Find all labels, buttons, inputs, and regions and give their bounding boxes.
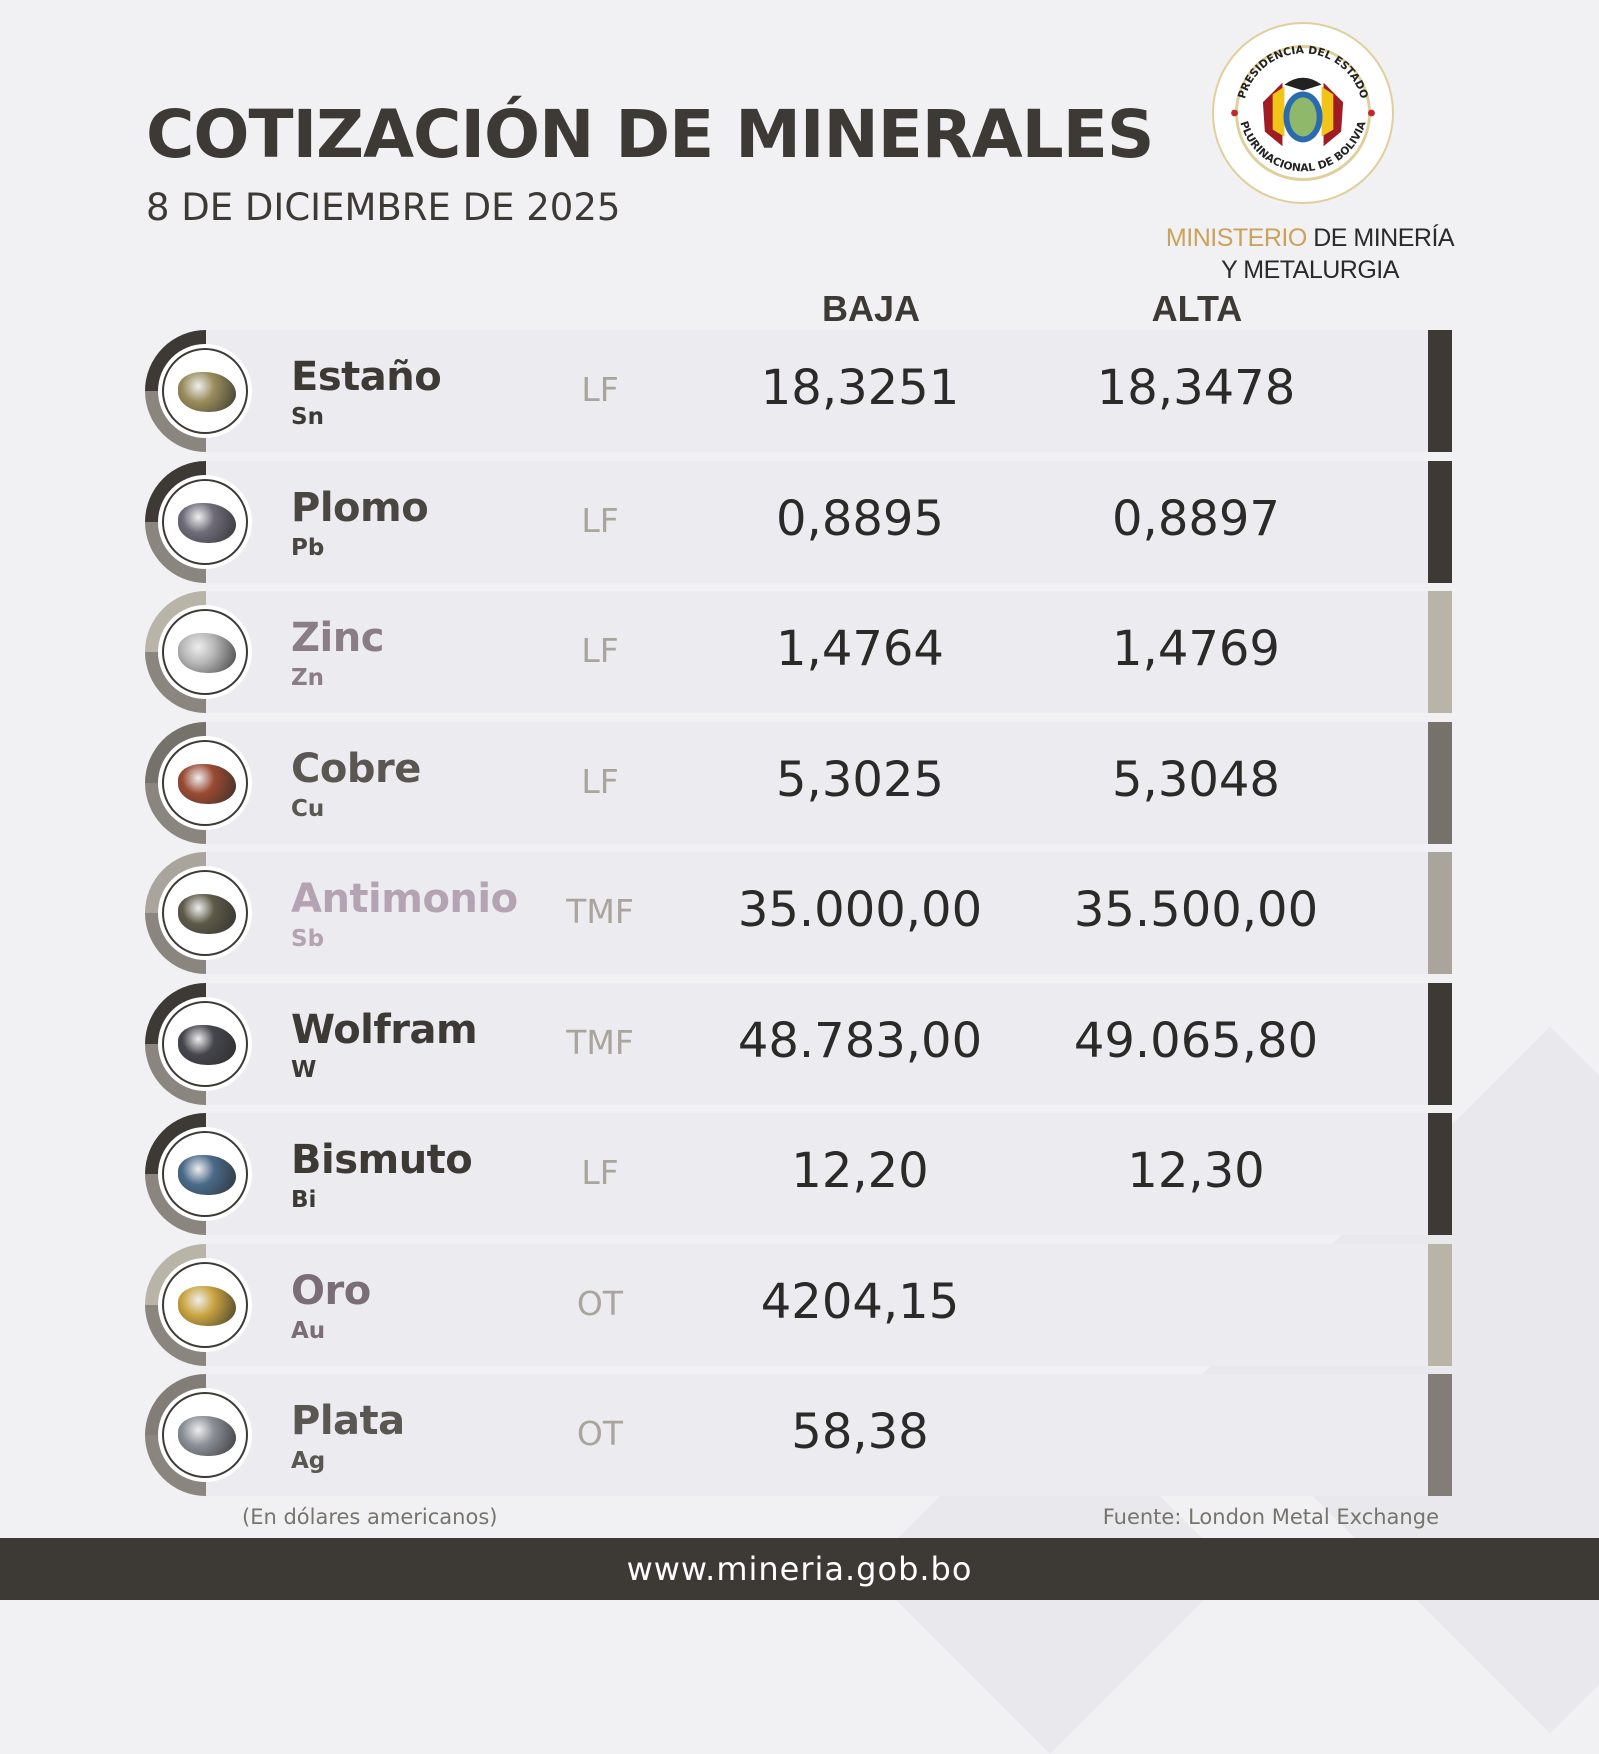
- price-high: 5,3048: [1112, 751, 1280, 808]
- row-accent-bar: [1428, 721, 1452, 844]
- mineral-name: Antimonio: [291, 876, 518, 922]
- row-accent-bar: [1428, 1243, 1452, 1366]
- price-high: 49.065,80: [1073, 1012, 1319, 1069]
- mineral-image: [162, 1261, 248, 1348]
- row-accent-bar: [1428, 1374, 1452, 1496]
- row-accent-bar: [1428, 591, 1452, 713]
- row-background: [206, 721, 1449, 844]
- price-low: 58,38: [791, 1404, 929, 1460]
- mineral-row: Antimonio Sb TMF 35.000,00 35.500,00: [0, 852, 1599, 974]
- mineral-image: [162, 1000, 248, 1087]
- price-high: 12,30: [1127, 1143, 1265, 1199]
- mineral-image: [162, 609, 248, 695]
- mineral-name: Estaño: [291, 354, 442, 400]
- mineral-row: Wolfram W TMF 48.783,00 49.065,80: [0, 982, 1599, 1105]
- mineral-name: Zinc: [291, 615, 384, 661]
- mineral-row: Oro Au OT 4204,15: [0, 1243, 1599, 1366]
- mineral-row: Estaño Sn LF 18,3251 18,3478: [0, 330, 1599, 452]
- row-background: [206, 982, 1449, 1105]
- row-background: [206, 1374, 1449, 1496]
- mineral-row: Plata Ag OT 58,38: [0, 1374, 1599, 1496]
- mineral-rock-icon: [178, 1155, 236, 1195]
- row-background: [206, 591, 1449, 713]
- ministry-logo-text: MINISTERIO DE MINERÍA Y METALURGIA: [1165, 224, 1455, 284]
- row-background: [206, 460, 1449, 583]
- mineral-name: Oro: [291, 1267, 371, 1314]
- row-accent-bar: [1428, 982, 1452, 1105]
- mineral-symbol: Cu: [291, 795, 325, 822]
- row-accent-bar: [1428, 852, 1452, 974]
- mineral-symbol: Au: [291, 1317, 326, 1344]
- price-low: 12,20: [791, 1143, 929, 1199]
- mineral-unit: LF: [581, 1153, 619, 1192]
- mineral-unit: TMF: [566, 892, 634, 931]
- mineral-row: Cobre Cu LF 5,3025 5,3048: [0, 721, 1599, 844]
- row-accent-bar: [1428, 460, 1452, 583]
- mineral-rock-icon: [178, 894, 236, 934]
- website-link[interactable]: www.mineria.gob.bo: [626, 1550, 973, 1588]
- mineral-row: Plomo Pb LF 0,8895 0,8897: [0, 460, 1599, 583]
- price-low: 18,3251: [760, 360, 960, 416]
- mineral-row: Zinc Zn LF 1,4764 1,4769: [0, 591, 1599, 713]
- mineral-symbol: Zn: [291, 665, 325, 691]
- mineral-symbol: Sb: [291, 926, 325, 952]
- price-low: 5,3025: [776, 751, 944, 808]
- price-low: 48.783,00: [737, 1012, 983, 1069]
- mineral-image: [162, 348, 248, 434]
- page-title: COTIZACIÓN DE MINERALES: [146, 96, 1154, 173]
- presidency-seal-logo: PRESIDENCIA DEL ESTADO PLURINACIONAL DE …: [1212, 22, 1394, 204]
- mineral-name: Wolfram: [291, 1006, 478, 1053]
- price-high: 0,8897: [1112, 490, 1280, 547]
- mineral-unit: LF: [581, 631, 619, 670]
- mineral-unit: OT: [576, 1283, 624, 1323]
- row-background: [206, 330, 1449, 452]
- row-background: [206, 852, 1449, 974]
- price-high: 18,3478: [1096, 360, 1296, 416]
- row-background: [206, 1243, 1449, 1366]
- mineral-symbol: Sn: [291, 404, 324, 430]
- mineral-symbol: W: [291, 1056, 317, 1083]
- mineral-rock-icon: [178, 1416, 236, 1456]
- mineral-unit: LF: [581, 370, 619, 409]
- mineral-rock-icon: [178, 633, 236, 673]
- mineral-rock-icon: [178, 763, 236, 804]
- row-background: [206, 1113, 1449, 1235]
- mineral-name: Cobre: [291, 745, 421, 792]
- price-low: 4204,15: [760, 1273, 960, 1330]
- page-date: 8 DE DICIEMBRE DE 2025: [146, 186, 621, 229]
- column-header-high: ALTA: [1151, 288, 1243, 329]
- price-low: 0,8895: [776, 490, 944, 547]
- column-header-low: BAJA: [821, 288, 920, 329]
- mineral-symbol: Bi: [291, 1187, 317, 1213]
- mineral-unit: OT: [576, 1414, 624, 1453]
- price-low: 35.000,00: [737, 882, 983, 938]
- row-accent-bar: [1428, 330, 1452, 452]
- mineral-unit: LF: [581, 500, 619, 540]
- price-high: 1,4769: [1112, 621, 1280, 677]
- mineral-rock-icon: [178, 502, 236, 543]
- mineral-symbol: Pb: [291, 534, 325, 561]
- mineral-rock-icon: [178, 1285, 236, 1326]
- mineral-image: [162, 478, 248, 565]
- source-note: Fuente: London Metal Exchange: [1102, 1505, 1439, 1529]
- price-low: 1,4764: [776, 621, 944, 677]
- mineral-image: [162, 739, 248, 826]
- mineral-rock-icon: [178, 372, 236, 412]
- mineral-unit: TMF: [566, 1022, 634, 1062]
- mineral-image: [162, 870, 248, 956]
- mineral-unit: LF: [581, 761, 619, 801]
- price-high: 35.500,00: [1073, 882, 1319, 938]
- mineral-image: [162, 1131, 248, 1217]
- mineral-symbol: Ag: [291, 1448, 326, 1474]
- mineral-name: Plomo: [291, 484, 429, 531]
- footer-bar: www.mineria.gob.bo: [0, 1538, 1599, 1600]
- mineral-row: Bismuto Bi LF 12,20 12,30: [0, 1113, 1599, 1235]
- mineral-name: Plata: [291, 1398, 405, 1444]
- mineral-name: Bismuto: [291, 1137, 473, 1183]
- currency-note: (En dólares americanos): [242, 1505, 498, 1529]
- row-accent-bar: [1428, 1113, 1452, 1235]
- mineral-image: [162, 1392, 248, 1478]
- mineral-rock-icon: [178, 1024, 236, 1065]
